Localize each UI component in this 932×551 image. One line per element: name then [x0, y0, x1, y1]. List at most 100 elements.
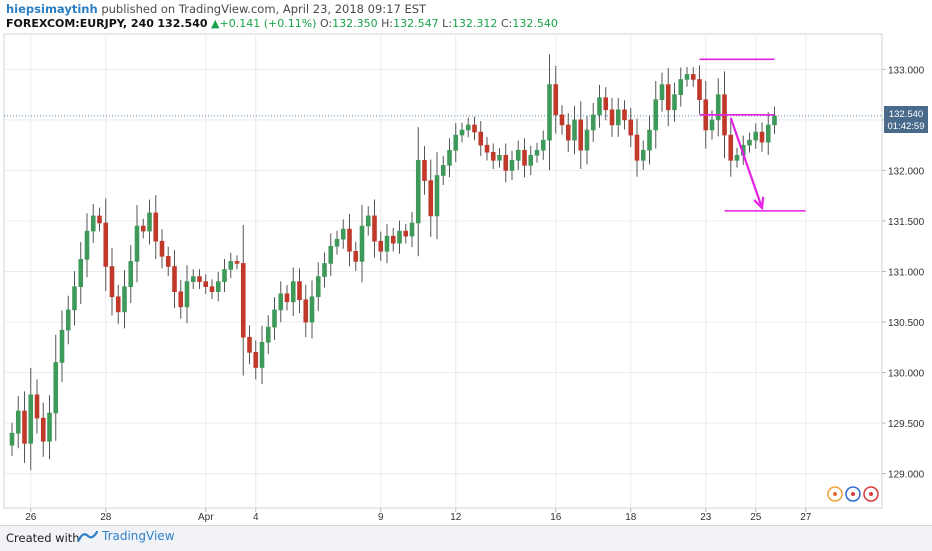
- open-label: O:: [319, 17, 333, 30]
- y-tick-label: 129.500: [888, 419, 925, 430]
- low-label: L:: [442, 17, 452, 30]
- x-tick-label: 27: [800, 512, 812, 523]
- price-badge-price: 132.540: [889, 109, 923, 120]
- candle-body: [215, 281, 221, 293]
- candle-body: [709, 119, 715, 131]
- candle-body: [284, 293, 290, 303]
- candle-body: [9, 432, 15, 446]
- candle-body: [265, 326, 271, 343]
- candle-body: [340, 228, 346, 240]
- published-text: published on TradingView.com, April 23, …: [101, 2, 427, 16]
- tradingview-brand[interactable]: TradingView: [78, 529, 175, 543]
- candle-body: [78, 259, 84, 287]
- candle-body: [728, 134, 734, 161]
- candle-body: [28, 394, 34, 444]
- candle-body: [147, 212, 152, 232]
- candle-body: [690, 74, 696, 80]
- candle-body: [359, 225, 365, 262]
- candles: [9, 54, 777, 471]
- author-name[interactable]: hiepsimaytinh: [6, 2, 98, 16]
- candle-body: [328, 245, 334, 264]
- candle-body: [484, 144, 490, 153]
- candle-body: [672, 94, 677, 111]
- candle-body: [415, 160, 421, 224]
- candle-body: [128, 261, 134, 287]
- last-price: 132.540: [157, 17, 208, 30]
- change-value: +0.141 (+0.11%): [219, 17, 317, 30]
- candle-body: [734, 154, 740, 161]
- candle-body: [490, 151, 496, 161]
- candle-body: [753, 131, 759, 141]
- x-tick-label: 18: [625, 512, 637, 523]
- x-tick-label: 25: [750, 512, 762, 523]
- y-tick-label: 132.000: [888, 166, 925, 177]
- y-tick-label: 131.000: [888, 268, 925, 279]
- candle-body: [559, 114, 565, 126]
- candle-body: [372, 215, 377, 242]
- candle-body: [222, 269, 227, 282]
- y-tick-label: 130.500: [888, 318, 925, 329]
- candle-body: [465, 124, 471, 131]
- candle-body: [378, 240, 384, 252]
- high-value: 132.547: [393, 17, 439, 30]
- candle-body: [65, 309, 71, 331]
- candle-body: [665, 84, 671, 111]
- candle-body: [634, 134, 640, 161]
- candle-body: [109, 266, 115, 298]
- candle-body: [684, 74, 690, 80]
- candle-body: [747, 139, 752, 146]
- tradingview-logo-icon: [78, 530, 98, 542]
- candle-body: [34, 394, 40, 419]
- candle-body: [765, 124, 771, 143]
- candle-body: [678, 79, 684, 95]
- drawings[interactable]: [699, 58, 806, 212]
- event-icons[interactable]: [827, 486, 879, 502]
- candle-body: [172, 266, 177, 293]
- symbol-label: FOREXCOM:EURJPY, 240: [6, 17, 154, 30]
- event-dot-icon: [869, 492, 873, 496]
- candle-body: [134, 225, 140, 262]
- candle-body: [628, 119, 634, 136]
- candle-body: [615, 109, 621, 126]
- candle-body: [290, 281, 296, 303]
- candle-body: [534, 149, 540, 156]
- x-tick-label: 9: [378, 512, 384, 523]
- candle-body: [72, 286, 77, 311]
- x-tick-label: 26: [25, 512, 37, 523]
- candle-body: [540, 139, 546, 151]
- candle-body: [253, 352, 259, 368]
- x-tick-label: 23: [700, 512, 712, 523]
- candle-body: [97, 215, 102, 224]
- candle-body: [772, 115, 777, 126]
- candle-body: [603, 97, 609, 111]
- candlestick-chart[interactable]: 129.000 129.500 130.000 130.500 131.000 131.5…: [0, 0, 932, 525]
- candle-body: [278, 293, 284, 311]
- price-badge-countdown: 01:42:59: [888, 121, 925, 132]
- candle-body: [609, 109, 615, 126]
- candle-body: [384, 235, 390, 252]
- y-tick-label: 130.000: [888, 369, 925, 380]
- candle-body: [209, 286, 215, 293]
- candle-body: [528, 154, 534, 166]
- candle-body: [322, 263, 327, 277]
- candle-body: [422, 160, 427, 181]
- plot-frame: [3, 33, 883, 509]
- close-value: 132.540: [512, 17, 558, 30]
- candle-body: [115, 296, 121, 313]
- candle-body: [509, 160, 515, 171]
- event-dot-icon: [833, 492, 837, 496]
- candle-body: [140, 225, 146, 232]
- candle-body: [59, 329, 65, 363]
- candle-body: [640, 149, 646, 161]
- candle-body: [247, 336, 252, 353]
- candle-body: [659, 84, 665, 100]
- high-label: H:: [381, 17, 394, 30]
- candle-body: [47, 412, 52, 442]
- candle-body: [234, 261, 240, 264]
- candle-body: [40, 417, 46, 442]
- brand-name: TradingView: [102, 529, 175, 543]
- drawn-arrow-head-icon: [753, 196, 765, 211]
- event-dot-icon: [851, 492, 855, 496]
- candle-body: [497, 154, 502, 161]
- candle-body: [347, 228, 352, 252]
